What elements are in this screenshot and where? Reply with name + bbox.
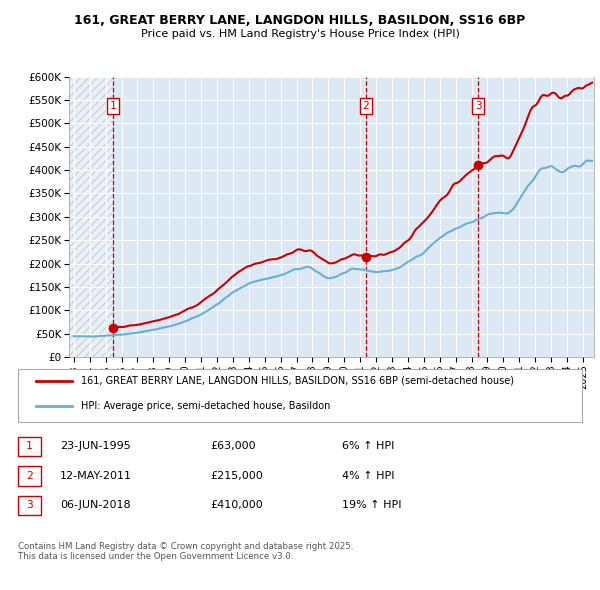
Text: Contains HM Land Registry data © Crown copyright and database right 2025.
This d: Contains HM Land Registry data © Crown c… — [18, 542, 353, 561]
Text: 23-JUN-1995: 23-JUN-1995 — [60, 441, 131, 451]
Text: £215,000: £215,000 — [210, 471, 263, 480]
Text: 1: 1 — [110, 101, 116, 111]
Text: 161, GREAT BERRY LANE, LANGDON HILLS, BASILDON, SS16 6BP: 161, GREAT BERRY LANE, LANGDON HILLS, BA… — [74, 14, 526, 27]
Text: 4% ↑ HPI: 4% ↑ HPI — [342, 471, 395, 480]
Text: 2: 2 — [26, 471, 33, 480]
Text: 3: 3 — [26, 500, 33, 510]
Text: 6% ↑ HPI: 6% ↑ HPI — [342, 441, 394, 451]
Text: 06-JUN-2018: 06-JUN-2018 — [60, 500, 131, 510]
Text: 12-MAY-2011: 12-MAY-2011 — [60, 471, 132, 480]
Bar — [69, 77, 113, 357]
Text: Price paid vs. HM Land Registry's House Price Index (HPI): Price paid vs. HM Land Registry's House … — [140, 30, 460, 39]
Text: 19% ↑ HPI: 19% ↑ HPI — [342, 500, 401, 510]
Text: 1: 1 — [26, 441, 33, 451]
Text: 3: 3 — [475, 101, 482, 111]
Text: 2: 2 — [362, 101, 369, 111]
Text: £63,000: £63,000 — [210, 441, 256, 451]
Text: £410,000: £410,000 — [210, 500, 263, 510]
Text: 161, GREAT BERRY LANE, LANGDON HILLS, BASILDON, SS16 6BP (semi-detached house): 161, GREAT BERRY LANE, LANGDON HILLS, BA… — [81, 376, 514, 385]
Text: HPI: Average price, semi-detached house, Basildon: HPI: Average price, semi-detached house,… — [81, 401, 331, 411]
